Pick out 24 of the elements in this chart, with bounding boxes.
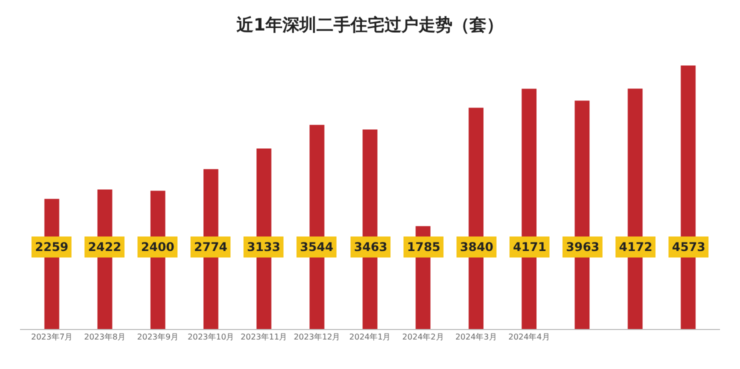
x-tick-label: 2023年12月 <box>294 332 340 342</box>
x-tick-label: 2024年3月 <box>455 332 497 342</box>
chart-title: 近1年深圳二手住宅过户走势（套） <box>236 15 504 36</box>
data-label: 3840 <box>460 240 494 254</box>
x-tick-label: 2023年11月 <box>240 332 288 342</box>
x-tick-label: 2024年4月 <box>508 332 550 342</box>
data-label: 1785 <box>407 240 440 254</box>
data-label: 2774 <box>194 240 228 254</box>
x-tick-label: 2024年1月 <box>349 332 391 342</box>
data-label: 3963 <box>566 240 600 254</box>
x-tick-label: 2023年8月 <box>84 332 126 342</box>
x-tick-label: 2023年10月 <box>188 332 234 342</box>
x-tick-label: 2023年9月 <box>137 332 179 342</box>
data-label: 3133 <box>247 240 280 254</box>
data-label: 4171 <box>513 240 546 254</box>
data-label: 3544 <box>300 240 334 254</box>
data-label: 2259 <box>35 240 68 254</box>
data-label: 4172 <box>619 240 652 254</box>
x-tick-label: 2023年7月 <box>31 332 73 342</box>
data-label: 2400 <box>141 240 174 254</box>
x-tick-label: 2024年2月 <box>402 332 444 342</box>
data-label: 3463 <box>354 240 388 254</box>
data-label: 4573 <box>672 240 706 254</box>
data-label: 2422 <box>88 240 122 254</box>
